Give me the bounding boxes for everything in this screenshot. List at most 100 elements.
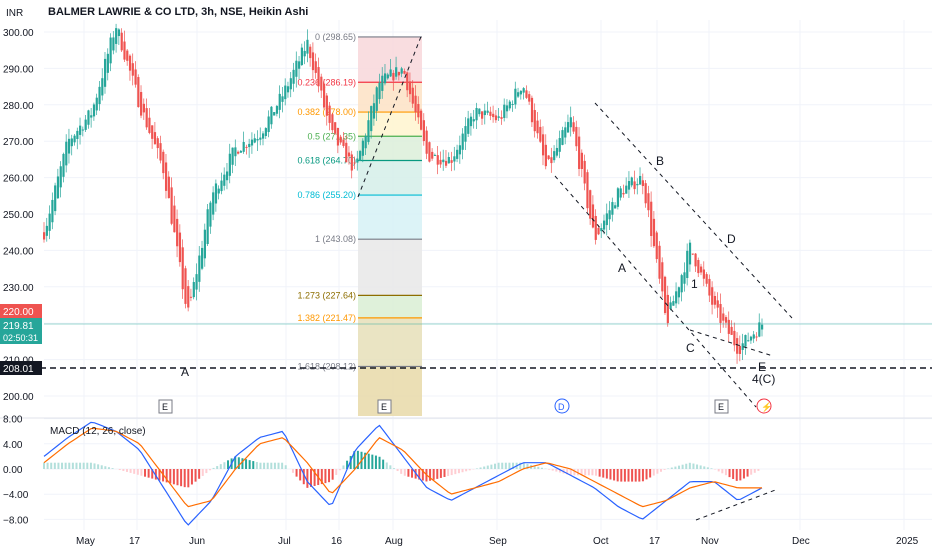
macd-histogram-bar [465, 469, 468, 472]
fibonacci-retracement[interactable]: 0 (298.65)0.236 (286.19)0.382 (278.00)0.… [297, 32, 422, 416]
candle-body [708, 278, 711, 296]
candle-body [420, 110, 423, 130]
fib-zone-band [358, 160, 422, 196]
candle-body [245, 146, 248, 148]
candle-body [738, 345, 742, 354]
macd-histogram-bar [219, 464, 222, 469]
fib-level-label: 0.5 (271.35) [307, 131, 356, 141]
macd-histogram-bar [692, 463, 695, 469]
macd-histogram-bar [652, 469, 655, 476]
candle-body [342, 139, 345, 146]
price-tick-label: 280.00 [3, 101, 34, 112]
candle-body [123, 41, 126, 60]
triangle-line-2 [695, 488, 779, 521]
macd-histogram-bar [717, 469, 720, 472]
macd-tick-label: −8.00 [3, 515, 29, 526]
candle-body [663, 276, 667, 313]
macd-histogram-bar [558, 469, 561, 473]
macd-histogram-bar [392, 468, 395, 469]
time-tick-label: Nov [701, 536, 719, 547]
symbol-title: BALMER LAWRIE & CO LTD, 3h, NSE, Heikin … [48, 6, 309, 18]
candle-body [406, 72, 409, 91]
candle-body [209, 202, 212, 227]
candle-body [475, 107, 478, 121]
candle-body [519, 90, 523, 95]
candle-body [92, 104, 96, 117]
candle-body [594, 215, 597, 240]
candle-body [140, 92, 143, 116]
candle-body [486, 110, 489, 113]
candle-body [761, 324, 764, 330]
candle-body [472, 119, 475, 122]
candle-body [45, 225, 48, 236]
wave-label-a: A [618, 261, 626, 275]
candle-body [126, 50, 129, 61]
macd-histogram-bar [609, 469, 612, 480]
candle-body [62, 153, 65, 177]
macd-histogram-bar [742, 469, 745, 479]
wave-labels: A B C D 1 E 4(C) A [181, 154, 775, 386]
macd-histogram-bar [591, 469, 594, 476]
candle-body [633, 181, 636, 190]
macd-histogram-bar [172, 469, 175, 485]
candle-body [120, 32, 123, 51]
candle-body [353, 162, 356, 164]
candle-body [716, 300, 719, 308]
candle-body [680, 275, 683, 293]
candle-body [505, 105, 509, 112]
channel-lines[interactable] [0, 33, 932, 521]
price-axis[interactable]: 300.00 290.00 280.00 270.00 260.00 250.00 240.… [3, 28, 34, 403]
macd-axis[interactable]: 8.00 4.00 0.00 −4.00 −8.00 [3, 415, 29, 527]
macd-histogram-bar [522, 463, 525, 469]
macd-histogram-bar [53, 462, 56, 469]
macd-histogram-bar [263, 462, 266, 469]
macd-histogram-bar [533, 465, 536, 469]
wave-label-1: 1 [691, 277, 698, 291]
time-tick-label: 16 [331, 536, 343, 547]
macd-histogram-bar [732, 469, 735, 480]
candle-body [497, 116, 500, 118]
macd-histogram-bar [302, 469, 305, 485]
macd-histogram-bar [710, 468, 713, 469]
candle-body [347, 152, 351, 157]
candle-body [339, 136, 342, 143]
candle-body [225, 171, 229, 181]
time-tick-label: Aug [385, 536, 403, 547]
macd-histogram-bar [183, 469, 186, 488]
macd-histogram-bar [385, 462, 388, 469]
macd-histogram-bar [212, 467, 215, 469]
time-axis[interactable]: May 17 Jun Jul 16 Aug Sep Oct 17 Nov Dec 2025 [76, 536, 919, 547]
candle-body [536, 120, 539, 134]
candle-body [164, 162, 168, 191]
candle-body [464, 126, 467, 142]
candle-body [170, 187, 173, 224]
candle-body [275, 105, 279, 114]
chart-title[interactable]: BALMER LAWRIE & CO LTD, 3h, NSE, Heikin … [48, 6, 308, 18]
price-tick-label: 200.00 [3, 392, 34, 403]
candle-body [309, 46, 312, 59]
macd-histogram-bar [447, 469, 450, 477]
macd-histogram-bar [728, 469, 731, 478]
macd-histogram-bar [508, 462, 511, 469]
candle-body [494, 115, 498, 121]
channel-lower-line [554, 175, 757, 408]
time-tick-label: Oct [593, 536, 609, 547]
candle-body [605, 213, 608, 226]
candle-body [442, 159, 445, 163]
candle-body [558, 138, 561, 152]
macd-histogram-bar [494, 463, 497, 469]
macd-tick-label: −4.00 [3, 490, 29, 501]
candle-body [694, 253, 697, 267]
macd-histogram-bar [306, 469, 309, 488]
macd-histogram-bar [147, 469, 150, 478]
event-earnings-1: E [162, 402, 168, 412]
candle-body [589, 190, 592, 219]
macd-histogram-bar [71, 462, 74, 469]
time-tick-label: Dec [792, 536, 810, 547]
event-markers[interactable]: E E D E ⚡ [158, 398, 772, 414]
candle-body [70, 138, 73, 147]
candle-body [203, 229, 206, 259]
candle-body [359, 151, 362, 161]
candle-body [622, 192, 625, 195]
